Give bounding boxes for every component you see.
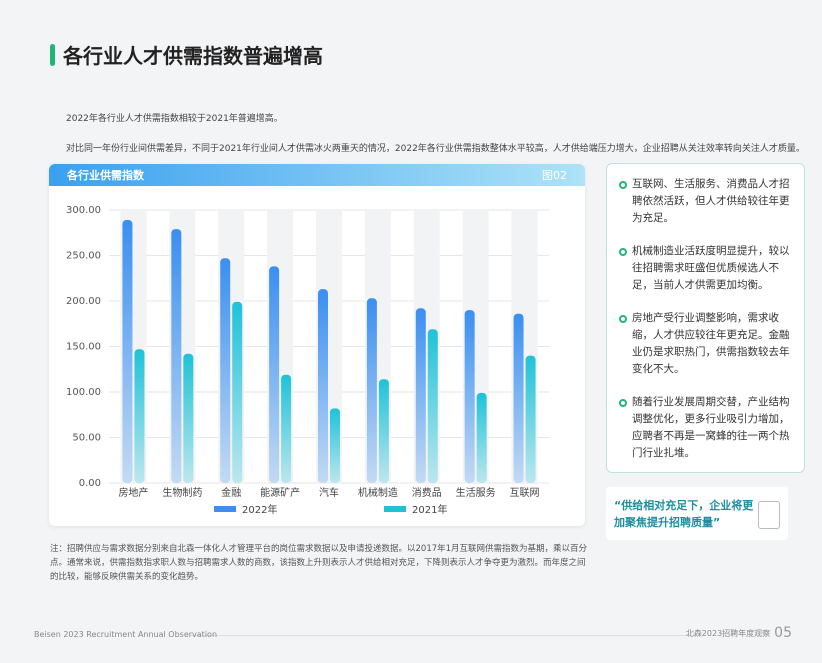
footnote: 注：招聘供应与需求数据分别来自北森一体化人才管理平台的岗位需求数据以及申请投递数… [50,544,588,582]
x-tick-label: 能源矿产 [260,486,300,499]
x-tick-label: 生活服务 [456,486,496,499]
y-tick-label: 250.00 [66,251,101,262]
bar-2022年 [318,289,328,483]
legend-swatch [384,506,406,512]
intro-line-2: 对比同一年份行业间供需差异，不同于2021年行业间人才供需冰火两重天的情况，20… [66,144,805,154]
chart-card-title: 各行业供需指数 [67,169,144,182]
y-tick-label: 300.00 [66,205,101,216]
intro-line-1: 2022年各行业人才供需指数相较于2021年普遍增高。 [66,114,283,124]
bar-2021年 [183,353,194,483]
page-number: 05 [774,625,792,641]
insight-item: 互联网、生活服务、消费品人才招聘依然活跃，但人才供给较往年更为充足。 [619,176,794,227]
x-tick-label: 互联网 [510,487,540,499]
y-tick-label: 150.00 [66,342,101,353]
page-title: 各行业人才供需指数普遍增高 [50,40,323,69]
insights-panel: 互联网、生活服务、消费品人才招聘依然活跃，但人才供给较往年更为充足。 机械制造业… [606,163,805,473]
bar-2021年 [525,355,536,483]
footer-right: 北森2023招聘年度观察 05 [686,625,792,641]
footer-right-text: 北森2023招聘年度观察 [685,628,771,638]
bar-2021年 [232,301,243,483]
legend-label: 2022年 [242,503,277,516]
bar-2022年 [415,308,426,483]
x-tick-label: 消费品 [412,486,442,499]
bar-2022年 [464,310,475,483]
document-person-icon [758,501,780,529]
bullet-icon [619,248,627,256]
legend-label: 2021年 [412,503,447,516]
insight-item: 房地产受行业调整影响，需求收缩，人才供应较往年更充足。金融业仍是求职热门，供需指… [619,310,794,378]
x-tick-label: 金融 [221,486,241,499]
bar-2021年 [134,349,145,483]
x-tick-label: 生物制药 [162,486,202,499]
bar-2022年 [171,229,182,483]
legend-swatch [214,506,236,512]
y-tick-label: 0.00 [79,478,101,489]
y-tick-label: 200.00 [66,296,101,307]
bar-2021年 [476,392,487,483]
bullet-icon [619,181,627,189]
bar-2022年 [513,313,524,483]
bar-2021年 [281,374,292,483]
bar-2022年 [269,266,280,483]
x-tick-label: 房地产 [118,486,148,499]
chart-card: 各行业供需指数 图02 0.00 50.00 100.00 150.00 200.00 2… [49,164,585,526]
insight-text: 互联网、生活服务、消费品人才招聘依然活跃，但人才供给较往年更为充足。 [632,178,790,224]
insight-item: 随着行业发展周期交替，产业结构调整优化，更多行业吸引力增加，应聘者不再是一窝蜂的… [619,394,794,462]
bar-2021年 [427,329,438,483]
footer-divider [190,635,692,636]
y-tick-label: 100.00 [66,387,101,398]
bullet-icon [619,399,627,407]
bar-2021年 [378,379,389,483]
insight-text: 随着行业发展周期交替，产业结构调整优化，更多行业吸引力增加，应聘者不再是一窝蜂的… [632,396,790,459]
bar-2022年 [220,258,231,483]
figure-number: 图02 [542,169,567,182]
x-tick-label: 机械制造 [358,486,398,499]
insight-text: 房地产受行业调整影响，需求收缩，人才供应较往年更充足。金融业仍是求职热门，供需指… [632,312,790,375]
footer-left: Beisen 2023 Recruitment Annual Observati… [34,630,218,639]
bar-2022年 [122,220,133,483]
insight-item: 机械制造业活跃度明显提升，较以往招聘需求旺盛但优质候选人不足，当前人才供需更加均… [619,243,794,294]
y-tick-label: 50.00 [72,433,101,444]
quote-box: “供给相对充足下，企业将更加聚焦提升招聘质量” [606,487,788,540]
quote-text: “供给相对充足下，企业将更加聚焦提升招聘质量” [614,499,754,529]
x-tick-label: 汽车 [319,486,339,499]
insight-text: 机械制造业活跃度明显提升，较以往招聘需求旺盛但优质候选人不足，当前人才供需更加均… [632,245,790,291]
page-title-text: 各行业人才供需指数普遍增高 [63,44,323,68]
title-accent [50,43,55,66]
chart-card-header: 各行业供需指数 图02 [49,164,585,186]
bar-2021年 [330,408,340,483]
bullet-icon [619,315,627,323]
bar-chart: 0.00 50.00 100.00 150.00 200.00 250.00 300.00 房… [66,205,549,516]
bar-2022年 [366,298,377,483]
